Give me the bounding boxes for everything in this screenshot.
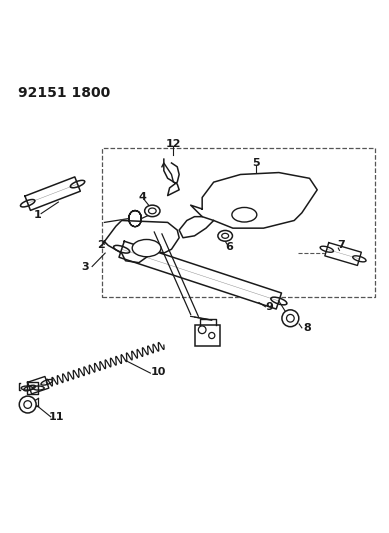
- Bar: [195, 325, 221, 346]
- Polygon shape: [28, 376, 49, 394]
- Text: 1: 1: [33, 209, 41, 220]
- Ellipse shape: [218, 230, 233, 241]
- Text: 7: 7: [337, 240, 345, 251]
- Ellipse shape: [145, 205, 160, 216]
- Ellipse shape: [132, 239, 161, 257]
- Circle shape: [198, 326, 206, 334]
- Text: 2: 2: [97, 240, 104, 251]
- Circle shape: [209, 333, 215, 338]
- Text: 4: 4: [139, 192, 147, 203]
- Polygon shape: [191, 173, 317, 228]
- Polygon shape: [104, 221, 179, 263]
- Text: 6: 6: [225, 241, 233, 252]
- Text: 8: 8: [304, 323, 312, 333]
- Text: 10: 10: [151, 367, 166, 377]
- Polygon shape: [119, 241, 282, 309]
- Circle shape: [19, 396, 36, 413]
- Text: 3: 3: [81, 262, 89, 271]
- Text: 12: 12: [166, 139, 181, 149]
- Text: 9: 9: [265, 302, 273, 312]
- Text: 11: 11: [49, 412, 64, 422]
- Text: 5: 5: [252, 158, 260, 168]
- Polygon shape: [25, 177, 80, 211]
- Circle shape: [282, 310, 299, 327]
- Polygon shape: [325, 243, 361, 265]
- Polygon shape: [27, 382, 39, 394]
- Ellipse shape: [232, 207, 257, 222]
- Text: 92151 1800: 92151 1800: [18, 86, 110, 100]
